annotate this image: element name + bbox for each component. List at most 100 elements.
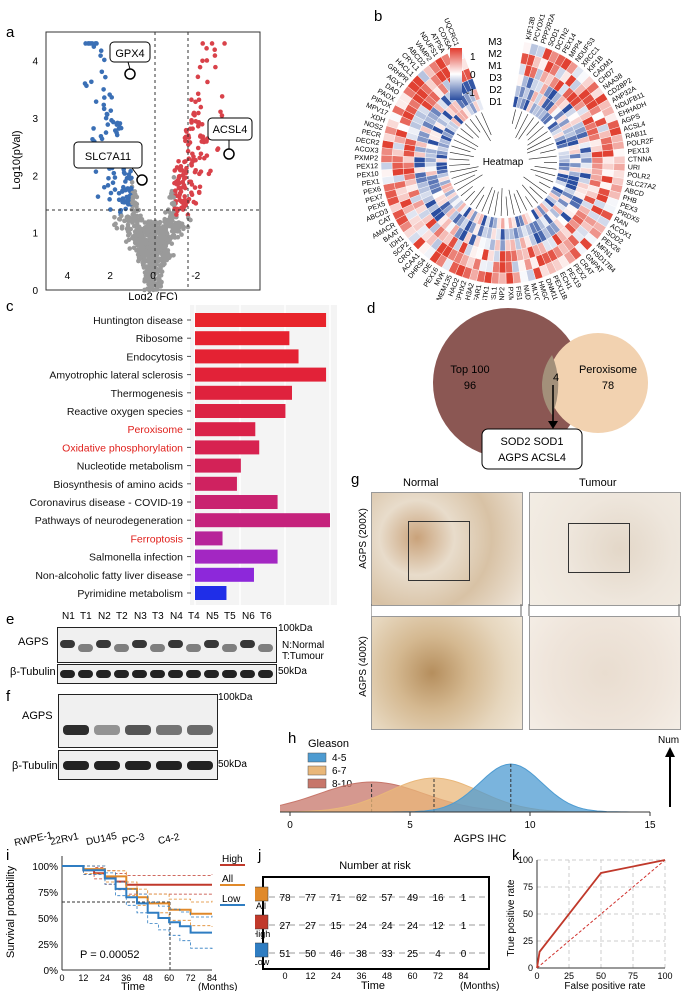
volcano-point xyxy=(180,180,185,185)
volcano-point xyxy=(99,136,105,142)
volcano-point xyxy=(112,175,118,180)
panel-label-b: b xyxy=(374,8,383,25)
volcano-point xyxy=(164,223,170,229)
blot-f-mw1: 100kDa xyxy=(218,692,253,703)
blot-e-agps-band xyxy=(132,640,147,648)
volcano-point xyxy=(128,168,133,174)
volcano-point xyxy=(219,113,225,118)
volcano-point xyxy=(141,247,146,253)
heatmap-cell xyxy=(591,162,604,170)
kegg-bar xyxy=(195,331,290,346)
volcano-point xyxy=(104,112,110,117)
blot-e-lane-label: T1 xyxy=(80,611,92,622)
volcano-point xyxy=(138,217,144,223)
kegg-term-label: Coronavirus disease - COVID-19 xyxy=(30,497,184,509)
density-legend-swatch xyxy=(307,752,327,763)
heatmap-gene-label: POLR2 xyxy=(627,172,651,181)
kegg-bar xyxy=(195,367,327,382)
density-legend: 4-5 6-7 8-10 xyxy=(307,752,352,790)
volcano-point xyxy=(197,134,203,139)
volcano-point xyxy=(181,203,186,209)
panel-label-h: h xyxy=(288,730,297,747)
slc7a11-marker xyxy=(136,174,148,186)
blot-f-tubulin xyxy=(58,750,218,780)
heatmap-gene-label: PXMP4 xyxy=(506,287,514,300)
volcano-point xyxy=(128,226,133,232)
blot-f-agps xyxy=(58,694,218,748)
volcano-point xyxy=(183,159,188,164)
risk-x-ticks: 0 12 24 36 48 60 72 84 xyxy=(282,971,468,981)
volcano-point xyxy=(209,41,215,46)
km-xtick-label: 48 xyxy=(143,973,153,983)
kegg-term-label: Pyrimidine metabolism xyxy=(77,588,183,600)
heatmap-cell xyxy=(424,162,437,168)
heatmap-cell xyxy=(499,250,506,263)
volcano-point xyxy=(197,155,203,161)
km-xunit: (Months) xyxy=(198,982,237,991)
heatmap-gene-label: PEX1 xyxy=(361,178,380,188)
blot-e-agps-band xyxy=(204,640,219,648)
gpx4-label: GPX4 xyxy=(115,48,144,60)
heatmap-cell xyxy=(558,158,571,164)
panel-label-j: j xyxy=(258,847,262,864)
venn-overlap xyxy=(542,355,559,415)
volcano-point xyxy=(108,207,113,212)
ihc-col2: Tumour xyxy=(579,477,617,489)
volcano-point xyxy=(121,170,127,175)
blot-e-legend1: N:Normal xyxy=(282,640,325,651)
num-arrow-head xyxy=(665,747,675,757)
volcano-point xyxy=(196,120,202,125)
blot-e-lane-label: N2 xyxy=(98,611,111,622)
volcano-point xyxy=(171,201,177,206)
risk-cell: 1 xyxy=(461,921,467,932)
volcano-point xyxy=(135,238,140,243)
volcano-point xyxy=(109,95,115,100)
volcano-point xyxy=(190,159,195,164)
ihc-tumour-zoom-box xyxy=(568,523,630,573)
ihc-panel: Normal Tumour AGPS (200X) AGPS (400X) xyxy=(355,475,687,733)
heatmap-cell xyxy=(435,162,448,167)
km-xtick-label: 0 xyxy=(59,973,64,983)
heatmap-cell xyxy=(602,149,615,158)
volcano-ytick-label: 1 xyxy=(32,229,38,240)
risk-cell: 62 xyxy=(356,893,368,904)
volcano-point xyxy=(174,207,180,213)
volcano-point xyxy=(116,197,122,203)
volcano-point xyxy=(162,248,168,254)
kegg-bar xyxy=(195,422,256,437)
roc-xlabel: False positive rate xyxy=(564,981,646,991)
volcano-point xyxy=(175,234,181,240)
volcano-point xyxy=(141,239,147,245)
roc-xtick-label: 50 xyxy=(596,971,606,981)
kegg-bar xyxy=(195,495,278,509)
km-ytick-label: 0% xyxy=(44,966,59,977)
volcano-point xyxy=(197,184,203,190)
heatmap-gene-label: XDH xyxy=(370,113,386,124)
volcano-point xyxy=(158,263,163,268)
blot-f-tubulin-band xyxy=(94,761,120,770)
blot-e-mw1: 100kDa xyxy=(278,623,313,634)
heatmap-legend-bar xyxy=(450,48,462,100)
volcano-point xyxy=(123,206,128,212)
heatmap-gene-label: CTNNA xyxy=(628,156,653,163)
num-arrow-label: Num xyxy=(658,735,679,746)
blot-e-agps-band xyxy=(96,640,111,648)
dendrogram-branch xyxy=(515,113,529,139)
heatmap-row-label: M2 xyxy=(488,49,502,60)
roc-chance-line xyxy=(536,859,666,969)
risk-cell: 24 xyxy=(381,921,393,932)
volcano-point xyxy=(142,255,147,260)
volcano-point xyxy=(196,110,201,116)
volcano-point xyxy=(105,183,111,188)
risk-xtick-label: 36 xyxy=(356,971,366,981)
volcano-point xyxy=(154,252,160,258)
volcano-point xyxy=(150,265,156,271)
volcano-point xyxy=(111,170,117,176)
volcano-xlabel: Log2 (FC) xyxy=(128,291,178,300)
volcano-point xyxy=(212,47,218,53)
volcano-point xyxy=(91,126,96,131)
blot-e-agps xyxy=(57,627,277,663)
km-plot: 100% 75% 50% 25% 0% 0 12 24 36 48 60 72 84 High All L… xyxy=(5,854,245,991)
volcano-point xyxy=(167,195,172,200)
km-ytick-label: 100% xyxy=(32,862,58,873)
